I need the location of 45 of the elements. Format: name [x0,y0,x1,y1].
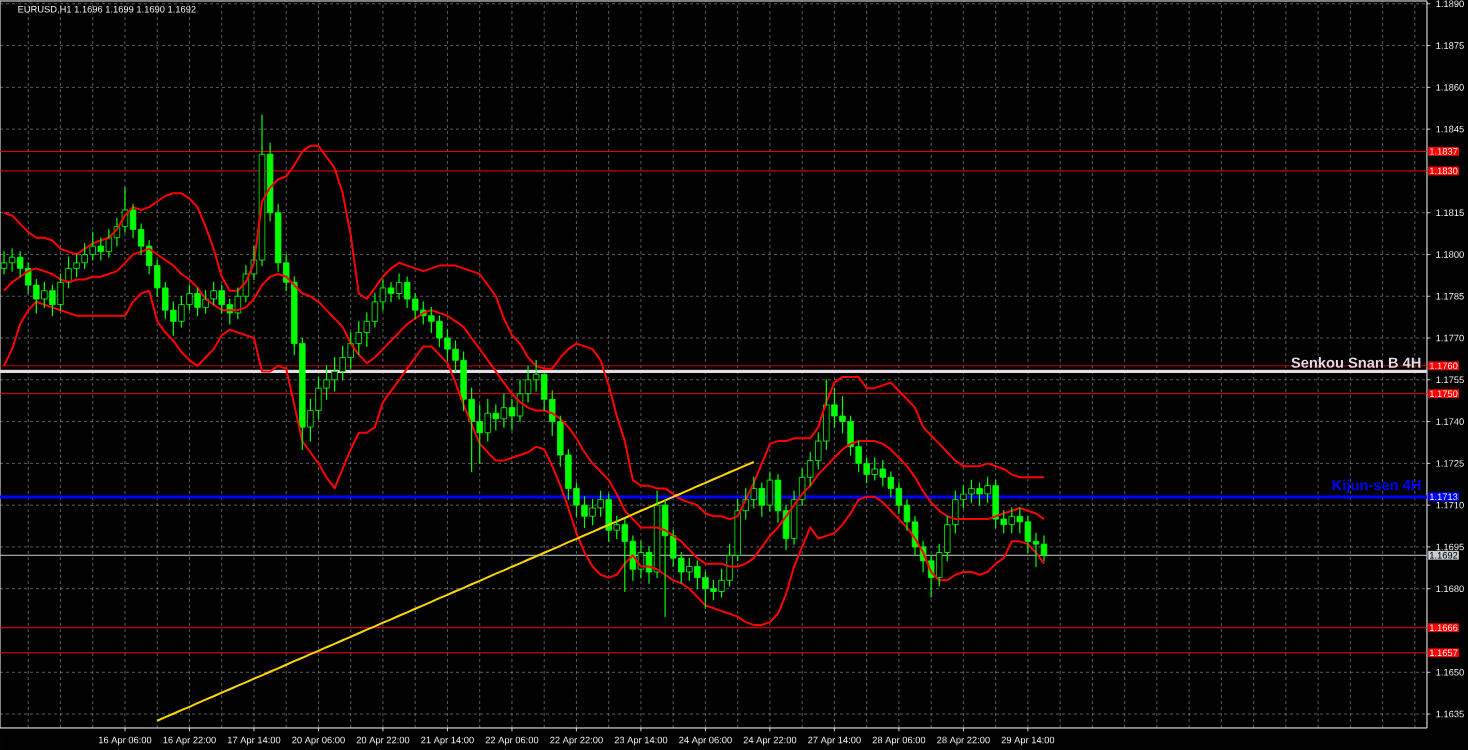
y-tick-label: 1.1875 [1436,42,1464,49]
x-tick-label: 28 Apr 22:00 [937,736,990,746]
y-tick-label: 1.1650 [1436,668,1464,676]
ref-line-label: 1.1713 [1430,493,1458,501]
y-tick-label: 1.1860 [1436,84,1464,91]
ref-line-label: 1.1830 [1430,167,1458,175]
y-tick-label: 1.1815 [1436,209,1464,216]
x-tick-label: 24 Apr 06:00 [679,736,732,746]
annotation: Senkou Snan B 4H [1291,357,1421,368]
x-tick-label: 16 Apr 22:00 [163,736,216,746]
y-tick-label: 1.1725 [1436,460,1464,467]
y-tick-label: 1.1755 [1436,376,1464,384]
x-tick-label: 21 Apr 14:00 [421,736,474,746]
x-tick-label: 20 Apr 06:00 [292,736,345,746]
x-tick-label: 23 Apr 14:00 [614,736,668,746]
ref-line-label: 1.1760 [1430,362,1458,370]
x-tick-label: 17 Apr 14:00 [227,736,281,746]
ref-line-label: 1.1750 [1430,390,1458,398]
x-tick-label: 20 Apr 22:00 [356,736,410,746]
x-tick-label: 28 Apr 06:00 [872,736,926,746]
candlestick [774,473,782,523]
y-tick-label: 1.1845 [1436,125,1464,133]
chart-title: EURUSD,H1 1.1696 1.1699 1.1690 1.1692 [18,5,196,14]
ref-line-label: 1.1666 [1430,624,1458,632]
x-tick-label: 22 Apr 22:00 [550,736,603,746]
y-tick-label: 1.1680 [1436,585,1464,593]
annotation: Kijun-sen 4H [1332,479,1421,494]
y-tick-label: 1.1635 [1436,710,1464,718]
x-tick-label: 16 Apr 06:00 [98,736,152,746]
ref-line-label: 1.1692 [1430,552,1458,559]
x-tick-label: 24 Apr 22:00 [743,736,797,746]
y-tick-label: 1.1890 [1436,0,1464,8]
y-tick-label: 1.1710 [1436,501,1464,509]
y-tick-label: 1.1770 [1436,334,1464,342]
y-tick-label: 1.1695 [1436,543,1464,551]
candlestick [903,498,911,531]
y-tick-label: 1.1740 [1436,418,1464,425]
x-tick-label: 29 Apr 14:00 [1001,736,1055,746]
ref-line-label: 1.1657 [1430,649,1458,657]
candlestick [387,281,395,303]
y-tick-label: 1.1785 [1436,292,1464,300]
x-tick-label: 27 Apr 14:00 [808,736,861,746]
x-tick-label: 22 Apr 06:00 [485,736,539,746]
y-tick-label: 1.1800 [1436,251,1464,258]
ref-line-label: 1.1837 [1430,148,1458,155]
